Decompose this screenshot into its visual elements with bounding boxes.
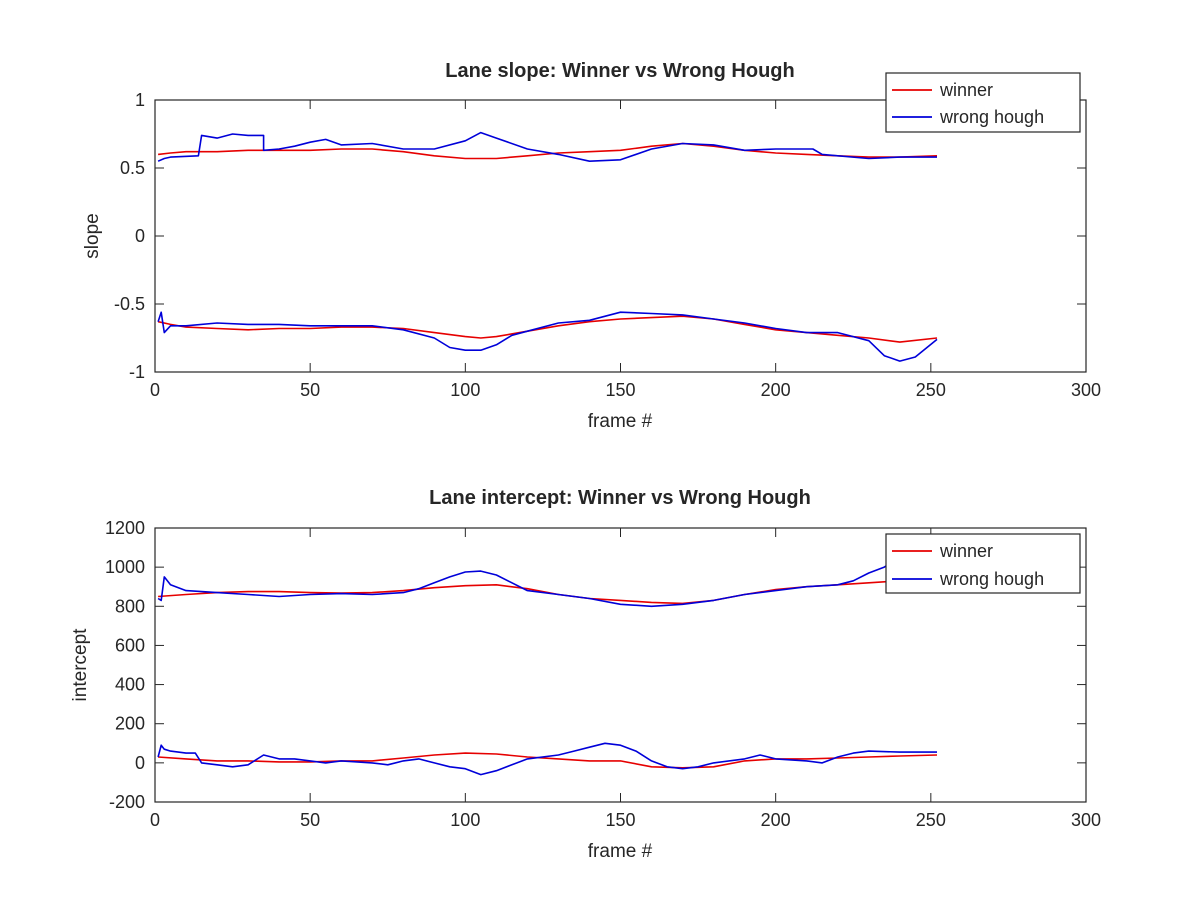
plot-area	[154, 99, 1087, 373]
subplot-intercept: Lane intercept: Winner vs Wrong Hough 0 5…	[70, 487, 1101, 862]
x-tick-label: 50	[300, 380, 320, 400]
x-tick-label: 250	[916, 810, 946, 830]
x-tick-label: 300	[1071, 810, 1101, 830]
x-axis-label: frame #	[588, 841, 653, 862]
chart-title: Lane intercept: Winner vs Wrong Hough	[429, 487, 811, 509]
y-tick-label: 0.5	[120, 158, 145, 178]
y-tick-label: 600	[115, 635, 145, 655]
tick-group: 0 50 100 150 200 250 300 -1 -0.5 0 0.5 1	[114, 90, 1101, 400]
x-tick-label: 200	[761, 380, 791, 400]
series-line-winner	[158, 142, 938, 160]
x-tick-label: 300	[1071, 380, 1101, 400]
y-tick-label: -0.5	[114, 294, 145, 314]
legend-label-winner: winner	[939, 541, 993, 561]
series-line-wrong-hough	[157, 311, 938, 362]
legend-label-wrong-hough: wrong hough	[939, 569, 1044, 589]
x-tick-label: 100	[450, 380, 480, 400]
tick-group: 0 50 100 150 200 250 300-200020040060080010001…	[105, 518, 1101, 830]
y-tick-label: 1000	[105, 557, 145, 577]
y-tick-label: 1	[135, 90, 145, 110]
y-tick-label: 800	[115, 596, 145, 616]
series-line-wrong-hough	[157, 131, 937, 162]
series-line-wrong-hough	[157, 546, 925, 608]
series-line-winner	[158, 752, 938, 769]
legend: winner wrong hough	[885, 72, 1081, 133]
x-tick-label: 200	[761, 810, 791, 830]
series-group	[157, 546, 938, 776]
legend-box	[885, 533, 1081, 594]
y-tick-label: -1	[129, 362, 145, 382]
legend: winner wrong hough	[885, 533, 1081, 594]
y-axis-label: intercept	[70, 628, 91, 702]
x-tick-label: 150	[605, 380, 635, 400]
y-tick-label: 400	[115, 675, 145, 695]
legend-box	[885, 72, 1081, 133]
legend-label-wrong-hough: wrong hough	[939, 107, 1044, 127]
legend-label-winner: winner	[939, 80, 993, 100]
series-group	[157, 131, 938, 362]
y-tick-label: -200	[109, 792, 145, 812]
subplot-slope: Lane slope: Winner vs Wrong Hough 0 50 100…	[82, 60, 1101, 432]
x-tick-label: 250	[916, 380, 946, 400]
y-tick-label: 0	[135, 753, 145, 773]
y-tick-label: 200	[115, 714, 145, 734]
x-tick-label: 150	[605, 810, 635, 830]
x-tick-label: 0	[150, 810, 160, 830]
chart-title: Lane slope: Winner vs Wrong Hough	[445, 60, 794, 82]
series-line-wrong-hough	[157, 742, 937, 776]
y-tick-label: 1200	[105, 518, 145, 538]
y-axis-label: slope	[82, 213, 103, 258]
x-tick-label: 0	[150, 380, 160, 400]
x-axis-label: frame #	[588, 411, 653, 432]
x-tick-label: 100	[450, 810, 480, 830]
x-tick-label: 50	[300, 810, 320, 830]
y-tick-label: 0	[135, 226, 145, 246]
